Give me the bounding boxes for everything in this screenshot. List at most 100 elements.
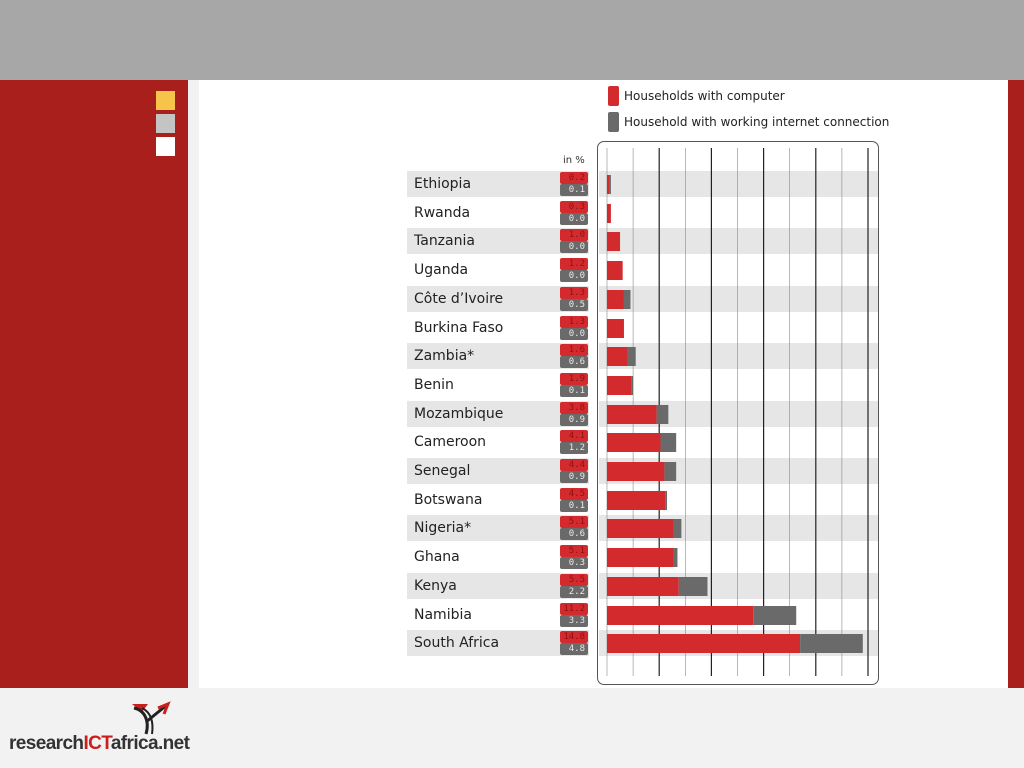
country-label: Uganda xyxy=(414,262,469,278)
bar-internet xyxy=(631,376,634,395)
bar-internet xyxy=(660,433,677,452)
value-label-internet: 0.9 xyxy=(560,471,588,483)
country-label: Cameroon xyxy=(414,434,487,450)
row-band xyxy=(407,286,589,312)
logo-part-research: research xyxy=(9,733,84,754)
bar-internet xyxy=(656,405,669,424)
value-label-internet: 0.3 xyxy=(560,557,588,569)
bar-computer xyxy=(607,204,611,223)
country-label: Burkina Faso xyxy=(414,320,504,336)
chart-row-band xyxy=(599,171,878,197)
bar-internet xyxy=(623,290,631,309)
value-label-computer: 4.4 xyxy=(560,459,588,471)
value-label-internet: 0.0 xyxy=(560,241,588,253)
value-label-computer: 5.5 xyxy=(560,574,588,586)
legend-label-computer: Households with computer xyxy=(624,89,785,103)
chart-row-band xyxy=(599,286,878,312)
value-label-computer: 1.3 xyxy=(560,316,588,328)
row-band xyxy=(407,458,589,484)
value-label-internet: 0.6 xyxy=(560,528,588,540)
bar-internet xyxy=(800,634,863,653)
bar-computer xyxy=(607,634,801,653)
legend-swatch-computer xyxy=(608,86,619,106)
value-label-internet: 0.0 xyxy=(560,270,588,282)
value-label-computer: 4.1 xyxy=(560,430,588,442)
bar-internet xyxy=(627,347,636,366)
logo-wordmark: researchICTafrica.net xyxy=(9,733,190,755)
row-band xyxy=(407,515,589,541)
value-label-internet: 3.3 xyxy=(560,615,588,627)
right-red-strip xyxy=(1008,80,1024,688)
value-label-computer: 1.0 xyxy=(560,229,588,241)
bar-computer xyxy=(607,175,610,194)
value-label-computer: 14.8 xyxy=(560,631,588,643)
decor-square-white xyxy=(156,137,175,156)
row-band xyxy=(407,343,589,369)
top-bar xyxy=(0,0,1024,80)
country-label: Botswana xyxy=(414,492,483,508)
value-label-computer: 1.2 xyxy=(560,258,588,270)
row-band xyxy=(407,401,589,427)
country-label: Benin xyxy=(414,377,454,393)
bar-computer xyxy=(607,376,632,395)
bar-internet xyxy=(678,577,708,596)
value-label-computer: 1.3 xyxy=(560,287,588,299)
logo-part-ict: ICT xyxy=(83,733,111,754)
row-band xyxy=(407,171,589,197)
logo-part-africa: africa.net xyxy=(110,733,190,754)
bar-internet xyxy=(665,491,668,510)
bar-computer xyxy=(607,319,624,338)
decor-square-yellow xyxy=(156,91,175,110)
value-label-internet: 0.1 xyxy=(560,184,588,196)
bar-computer xyxy=(607,491,666,510)
value-label-computer: 5.1 xyxy=(560,545,588,557)
value-label-computer: 0.2 xyxy=(560,172,588,184)
value-label-internet: 0.1 xyxy=(560,500,588,512)
chart-row-band xyxy=(599,228,878,254)
logo-feather-icon xyxy=(132,701,171,735)
value-label-computer: 0.3 xyxy=(560,201,588,213)
country-label: Côte d’Ivoire xyxy=(414,291,504,307)
value-label-computer: 5.1 xyxy=(560,516,588,528)
bar-computer xyxy=(607,462,665,481)
bar-computer xyxy=(607,232,621,251)
row-band xyxy=(407,228,589,254)
bar-internet xyxy=(673,548,678,567)
decor-square-grey xyxy=(156,114,175,133)
bar-computer xyxy=(607,261,623,280)
value-label-computer: 4.5 xyxy=(560,488,588,500)
bar-computer xyxy=(607,606,754,625)
bar-computer xyxy=(607,290,624,309)
value-label-internet: 4.8 xyxy=(560,643,588,655)
country-label: Nigeria* xyxy=(414,520,472,536)
value-label-computer: 1.9 xyxy=(560,373,588,385)
row-band xyxy=(407,630,589,656)
chart-frame xyxy=(597,141,879,685)
bar-computer xyxy=(607,347,628,366)
unit-label: in % xyxy=(563,155,585,166)
value-label-computer: 1.6 xyxy=(560,344,588,356)
row-band xyxy=(407,573,589,599)
legend-label-internet: Household with working internet connecti… xyxy=(624,115,890,129)
value-label-internet: 0.6 xyxy=(560,356,588,368)
country-label: Senegal xyxy=(414,463,471,479)
country-label: Zambia* xyxy=(414,348,475,364)
bar-computer xyxy=(607,433,661,452)
chart-row-band xyxy=(599,343,878,369)
legend-swatch-internet xyxy=(608,112,619,132)
bar-computer xyxy=(607,548,674,567)
value-label-internet: 2.2 xyxy=(560,586,588,598)
value-label-internet: 1.2 xyxy=(560,442,588,454)
country-label: Tanzania xyxy=(414,233,475,249)
bar-internet xyxy=(673,519,682,538)
value-label-computer: 3.8 xyxy=(560,402,588,414)
value-label-computer: 11.2 xyxy=(560,603,588,615)
country-label: Ethiopia xyxy=(414,176,472,192)
country-label: Kenya xyxy=(414,578,457,594)
left-red-panel xyxy=(0,80,188,688)
bar-computer xyxy=(607,577,679,596)
value-label-internet: 0.0 xyxy=(560,213,588,225)
country-label: Mozambique xyxy=(414,406,504,422)
bar-computer xyxy=(607,405,657,424)
